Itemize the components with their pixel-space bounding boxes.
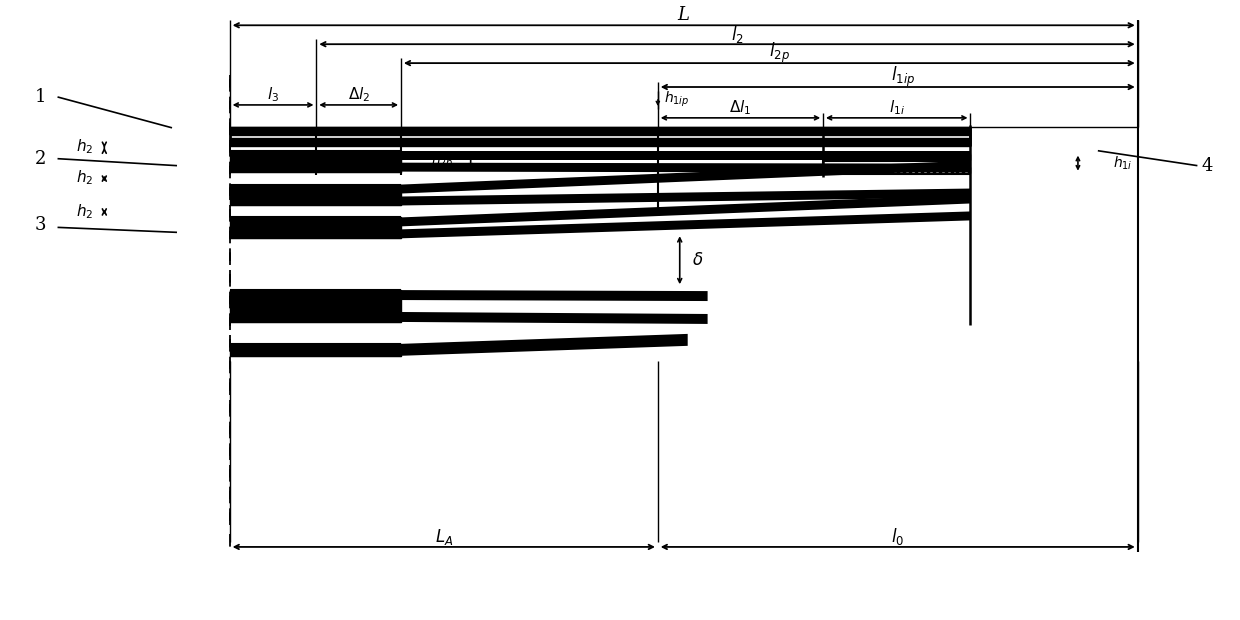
Polygon shape xyxy=(401,312,708,324)
Text: $\delta$: $\delta$ xyxy=(692,252,703,268)
Text: 4: 4 xyxy=(1202,157,1213,175)
Text: $h_2$: $h_2$ xyxy=(76,137,93,156)
Text: $\Delta l_2$: $\Delta l_2$ xyxy=(347,86,370,104)
Text: 3: 3 xyxy=(35,216,46,234)
Polygon shape xyxy=(401,290,708,301)
Polygon shape xyxy=(401,334,688,356)
Text: $h_{2p}$: $h_{2p}$ xyxy=(432,151,454,171)
Text: 1: 1 xyxy=(35,88,46,106)
Text: 2: 2 xyxy=(35,149,46,167)
Text: $h_{1ip}$: $h_{1ip}$ xyxy=(663,89,689,108)
Polygon shape xyxy=(401,161,971,193)
Text: $l_3$: $l_3$ xyxy=(267,86,279,104)
Text: $l_2$: $l_2$ xyxy=(730,24,744,45)
Polygon shape xyxy=(401,151,971,160)
Polygon shape xyxy=(401,195,971,226)
Polygon shape xyxy=(401,211,971,238)
Text: $h_{1i}$: $h_{1i}$ xyxy=(1112,154,1132,172)
Text: $h_2$: $h_2$ xyxy=(76,169,93,187)
Text: $l_{2p}$: $l_{2p}$ xyxy=(769,41,790,65)
Text: $L_A$: $L_A$ xyxy=(434,527,453,547)
Text: $l_{1i}$: $l_{1i}$ xyxy=(889,99,905,117)
Polygon shape xyxy=(401,188,971,205)
Text: $l_{1ip}$: $l_{1ip}$ xyxy=(890,65,915,89)
Text: $\Delta l_1$: $\Delta l_1$ xyxy=(729,99,751,117)
Text: $h_2$: $h_2$ xyxy=(76,202,93,221)
Text: L: L xyxy=(678,6,689,24)
Polygon shape xyxy=(401,162,971,172)
Text: $l_0$: $l_0$ xyxy=(892,526,904,547)
